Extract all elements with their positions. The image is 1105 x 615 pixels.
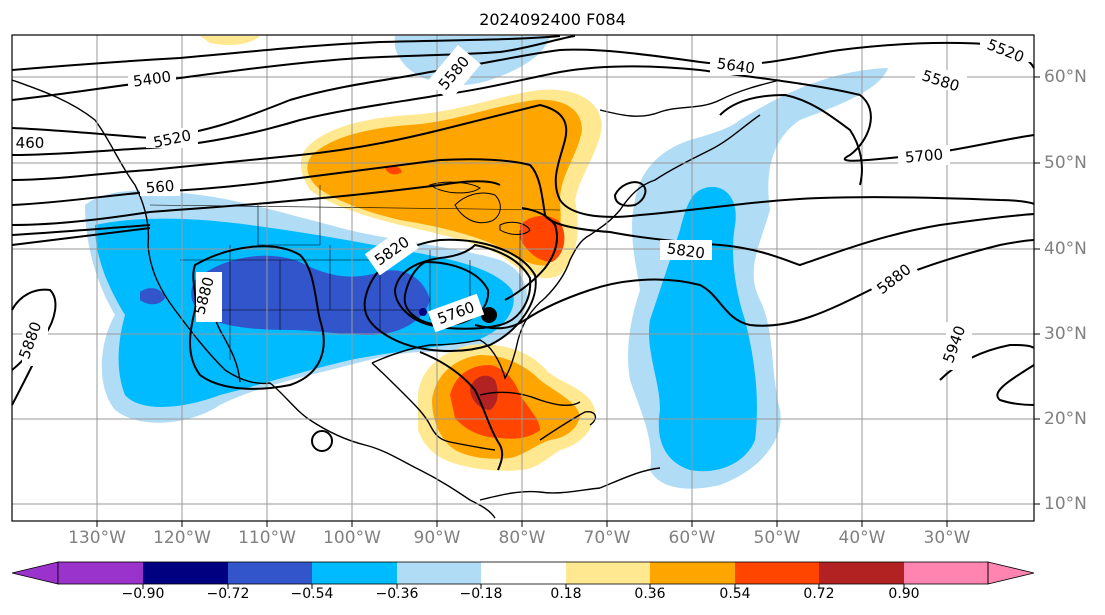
lon-label-40w: 40°W xyxy=(838,528,886,548)
colorbar-swatch-7 xyxy=(650,562,735,584)
contour-label-5820-east: 5820 xyxy=(666,239,706,262)
lon-label-110w: 110°W xyxy=(238,528,296,548)
anomaly-yellow-north xyxy=(200,36,260,45)
colorbar-label-neg018: −0.18 xyxy=(459,586,503,602)
colorbar-swatch-2 xyxy=(228,562,312,584)
axis-ticks xyxy=(96,76,1040,527)
colorbar-swatch-1 xyxy=(143,562,228,584)
contour-label-5460: 460 xyxy=(16,134,45,152)
colorbar-swatch-5 xyxy=(481,562,566,584)
colorbar-swatch-10 xyxy=(904,562,988,584)
lon-label-90w: 90°W xyxy=(413,528,461,548)
colorbar-label-072: 0.72 xyxy=(803,586,835,602)
colorbar-label-neg090: −0.90 xyxy=(121,586,165,602)
colorbar-label-neg036: −0.36 xyxy=(375,586,419,602)
lon-label-120w: 120°W xyxy=(153,528,211,548)
great-lakes xyxy=(428,181,531,235)
colorbar-label-neg072: −0.72 xyxy=(206,586,250,602)
contour-label-5400: 5400 xyxy=(132,67,172,90)
colorbar-extend-low xyxy=(11,561,59,585)
map-frame xyxy=(11,34,1035,522)
colorbar-extend-high xyxy=(987,561,1035,585)
contour-label-5640: 5640 xyxy=(716,54,756,77)
lat-label-40n: 40°N xyxy=(1044,239,1087,259)
lat-label-50n: 50°N xyxy=(1044,153,1087,173)
colorbar-label-036: 0.36 xyxy=(634,586,666,602)
storm-center-marker xyxy=(481,307,497,323)
colorbar xyxy=(11,561,1035,589)
colorbar-swatch-9 xyxy=(819,562,904,584)
lon-label-100w: 100°W xyxy=(323,528,381,548)
anomaly-darkblue-spot xyxy=(419,308,427,316)
anomaly-redorange-small xyxy=(385,165,402,175)
lon-label-60w: 60°W xyxy=(668,528,716,548)
lat-label-60n: 60°N xyxy=(1044,67,1087,87)
lat-label-20n: 20°N xyxy=(1044,409,1087,429)
colorbar-label-018: 0.18 xyxy=(550,586,582,602)
anomaly-redorange-central xyxy=(520,215,565,262)
colorbar-label-054: 0.54 xyxy=(719,586,751,602)
colorbar-swatch-3 xyxy=(312,562,397,584)
map-title: 2024092400 F084 xyxy=(479,10,626,29)
colorbar-outline xyxy=(57,561,989,585)
contour-label-5700: 5700 xyxy=(904,145,944,166)
colorbar-label-090: 0.90 xyxy=(888,586,920,602)
contour-label-5560: 560 xyxy=(145,177,175,197)
lat-label-10n: 10°N xyxy=(1044,494,1087,514)
colorbar-swatch-0 xyxy=(58,562,143,584)
colorbar-swatch-8 xyxy=(735,562,819,584)
lon-label-50w: 50°W xyxy=(753,528,801,548)
height-contours xyxy=(11,35,1035,471)
coastlines xyxy=(11,79,781,519)
map-gridlines xyxy=(12,35,1034,521)
colorbar-swatch-4 xyxy=(397,562,481,584)
anomaly-medblue-west xyxy=(191,255,430,335)
lon-label-80w: 80°W xyxy=(498,528,546,548)
lon-label-30w: 30°W xyxy=(923,528,971,548)
anomaly-medblue-southwest xyxy=(140,288,165,305)
lon-label-70w: 70°W xyxy=(583,528,631,548)
lon-label-130w: 130°W xyxy=(68,528,126,548)
contour-label-group: 5400 460 5520 560 5580 5640 5580 5520 57… xyxy=(12,35,1032,370)
anomaly-darkred-gulf xyxy=(470,375,498,410)
lat-label-30n: 30°N xyxy=(1044,324,1087,344)
colorbar-label-neg054: −0.54 xyxy=(290,586,334,602)
colorbar-swatch-6 xyxy=(566,562,650,584)
